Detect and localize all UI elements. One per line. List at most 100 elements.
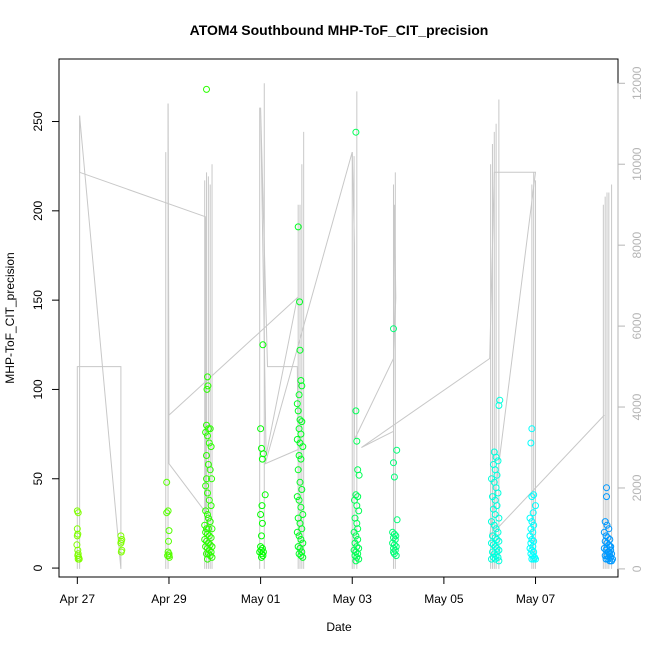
data-point [495,402,503,409]
right-y-tick-label: 6000 [630,312,644,339]
x-tick-label: Apr 29 [151,592,187,606]
data-point [163,509,171,517]
data-point [527,550,535,558]
data-point [204,432,211,440]
data-point [203,475,210,483]
data-point [298,486,306,493]
data-point [491,511,499,518]
data-point [355,507,363,515]
data-point [295,391,303,399]
data-point [259,341,267,349]
data-point [495,557,503,565]
data-point [208,553,216,561]
data-point [203,550,210,558]
data-point [495,537,503,545]
data-point [296,416,304,424]
data-point [201,521,209,529]
data-point [532,555,539,563]
data-point [390,473,398,481]
data-point [259,450,267,458]
data-point [495,514,503,522]
data-point [74,546,82,554]
data-point [257,511,265,518]
data-point [493,502,501,510]
data-point [298,418,306,426]
data-point [354,525,362,533]
data-point [299,553,307,561]
data-point [206,425,214,433]
data-point [390,550,398,558]
x-axis: Apr 27 Apr 29 May 01 May 03 May 05 May 07 [60,576,556,606]
data-point [494,457,502,465]
data-point [492,525,500,533]
data-point [206,518,214,526]
data-point [488,555,495,563]
data-point [205,439,213,447]
data-point [117,539,125,547]
data-point [257,425,265,433]
data-point [297,430,305,438]
data-point [293,528,301,536]
data-point [601,537,609,545]
data-point [494,528,502,536]
data-point [603,493,610,501]
data-point [527,439,535,447]
data-point [295,532,303,540]
data-point [296,478,304,486]
data-point [258,532,265,540]
data-point [208,475,216,483]
data-point [164,552,172,560]
data-point [532,502,539,510]
data-point [203,85,210,93]
data-point [163,478,171,486]
right-y-tick-label: 10000 [630,147,644,181]
y-axis: 0 50 100 150 200 250 [31,111,60,571]
data-point [600,528,608,536]
x-tick-label: May 01 [241,592,281,606]
data-point [605,525,613,533]
right-y-tick-label: 2000 [630,474,644,501]
data-point [492,453,500,461]
data-point [390,325,397,333]
data-point [207,502,215,510]
data-point [527,539,535,547]
data-point [392,532,400,540]
data-point [294,543,302,551]
data-point [294,223,302,231]
data-point [202,482,210,490]
x-tick-label: May 03 [333,592,373,606]
data-point [296,298,304,306]
data-point [204,555,211,563]
data-point [74,509,82,517]
data-point [352,128,360,136]
data-point [489,553,497,561]
data-point [261,491,269,499]
right-y-axis: 0 2000 4000 6000 8000 10000 12000 [617,66,644,572]
data-point [526,532,534,540]
data-point [295,452,303,459]
right-y-tick-label: 12000 [630,66,644,100]
data-point [201,536,209,543]
data-point [352,557,360,565]
data-point [293,400,301,408]
data-point [117,548,125,556]
chart-title: ATOM4 Southbound MHP-ToF_CIT_precision [190,22,489,38]
data-point [297,503,305,511]
right-y-tick-label: 8000 [630,231,644,258]
data-point [202,507,210,515]
data-point [493,544,501,552]
data-point [603,484,610,492]
data-point [165,553,173,561]
data-point [204,489,211,497]
data-point [298,382,306,390]
data-point [607,546,615,554]
data-point [603,521,611,529]
data-point [202,528,210,536]
data-point [527,525,535,533]
data-point [496,396,504,404]
data-point [293,493,301,501]
data-point [493,536,501,543]
data-point [390,459,397,467]
data-point [207,534,215,542]
